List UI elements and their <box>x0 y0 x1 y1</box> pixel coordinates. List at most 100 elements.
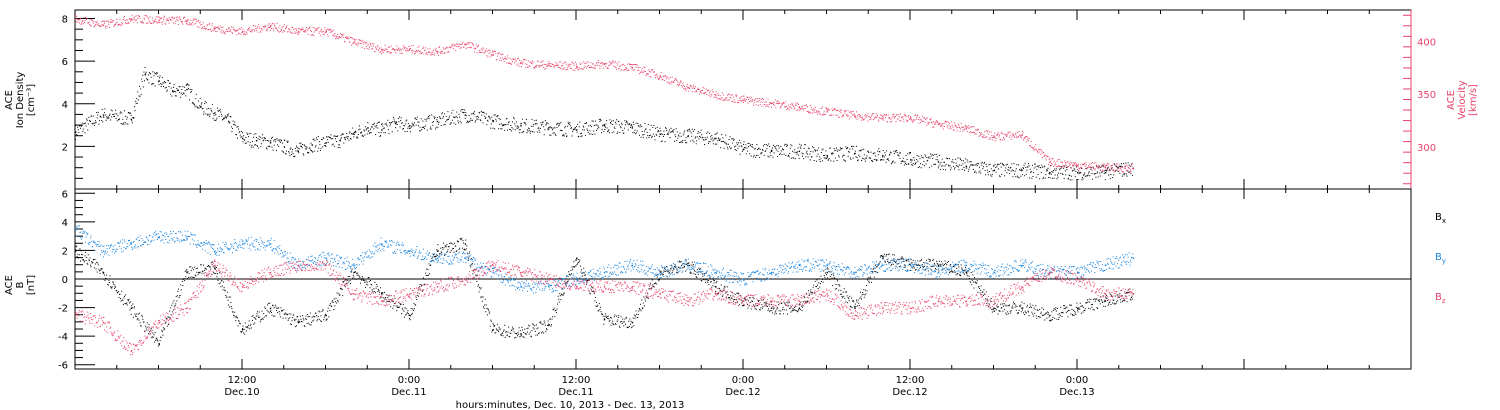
data-point <box>614 121 616 123</box>
data-point <box>136 319 138 321</box>
data-point <box>211 261 213 263</box>
data-point <box>969 161 971 163</box>
data-point <box>1081 167 1083 169</box>
data-point <box>150 22 152 24</box>
data-point <box>1047 155 1049 157</box>
data-point <box>793 105 795 107</box>
data-point <box>546 122 548 124</box>
data-point <box>157 75 159 77</box>
data-point <box>333 145 335 147</box>
data-point <box>411 312 413 314</box>
data-point <box>854 116 856 118</box>
data-point <box>475 116 477 118</box>
data-point <box>1124 165 1126 167</box>
data-point <box>465 44 467 46</box>
data-point <box>458 113 460 115</box>
data-point <box>341 137 343 139</box>
data-point <box>420 118 422 120</box>
data-point <box>699 93 701 95</box>
data-point <box>721 97 723 99</box>
data-point <box>212 30 214 32</box>
data-point <box>1062 173 1064 175</box>
data-point <box>986 131 988 133</box>
data-point <box>576 259 577 261</box>
data-point <box>341 33 343 35</box>
data-point <box>823 157 825 159</box>
data-point <box>347 276 349 278</box>
data-point <box>326 318 328 320</box>
data-point <box>570 128 572 130</box>
data-point <box>244 139 246 141</box>
data-point <box>117 24 119 26</box>
data-point <box>992 139 994 141</box>
data-point <box>657 78 659 80</box>
data-point <box>1056 174 1058 176</box>
data-point <box>166 19 168 21</box>
data-point <box>161 23 163 25</box>
data-point <box>157 345 159 347</box>
data-point <box>523 337 525 339</box>
data-point <box>834 150 836 152</box>
data-point <box>203 272 205 274</box>
data-point <box>696 89 698 91</box>
data-point <box>987 171 989 173</box>
data-point <box>476 115 478 117</box>
data-point <box>805 152 807 154</box>
data-point <box>292 149 294 151</box>
data-point <box>636 132 638 134</box>
data-point <box>225 31 227 33</box>
data-point <box>951 161 953 163</box>
data-point <box>511 329 513 331</box>
data-point <box>425 53 427 55</box>
data-point <box>218 278 220 280</box>
data-point <box>127 123 129 125</box>
data-point <box>637 66 639 68</box>
data-point <box>962 160 964 162</box>
data-point <box>1094 173 1096 175</box>
data-point <box>494 128 496 130</box>
data-point <box>640 124 642 126</box>
data-point <box>242 141 244 143</box>
data-point <box>548 323 550 325</box>
data-point <box>503 125 505 127</box>
data-point <box>493 54 495 56</box>
data-point <box>925 119 927 121</box>
data-point <box>495 52 497 54</box>
data-point <box>604 63 606 65</box>
data-point <box>1127 166 1129 168</box>
data-point <box>775 149 777 151</box>
data-point <box>555 309 557 311</box>
data-point <box>500 60 502 62</box>
data-point <box>949 165 951 167</box>
data-point <box>818 147 820 149</box>
data-point <box>1044 154 1046 156</box>
data-point <box>331 30 333 32</box>
data-point <box>709 140 711 142</box>
data-point <box>380 296 382 298</box>
data-point <box>360 278 362 280</box>
data-point <box>919 158 921 160</box>
data-point <box>612 323 614 325</box>
data-point <box>928 121 930 123</box>
data-point <box>176 89 178 91</box>
data-point <box>922 121 924 123</box>
data-point <box>942 165 944 167</box>
data-point <box>650 76 652 78</box>
data-point <box>967 125 969 127</box>
data-point <box>764 144 766 146</box>
data-point <box>236 316 238 318</box>
data-point <box>255 315 257 317</box>
data-point <box>789 106 791 108</box>
data-point <box>811 156 813 158</box>
data-point <box>596 124 598 126</box>
data-point <box>82 130 84 132</box>
data-point <box>721 141 723 143</box>
data-point <box>1055 166 1057 168</box>
data-point <box>584 274 586 276</box>
data-point <box>874 116 876 118</box>
data-point <box>139 312 141 314</box>
data-point <box>1117 166 1119 168</box>
data-point <box>609 319 611 321</box>
data-point <box>967 161 969 163</box>
